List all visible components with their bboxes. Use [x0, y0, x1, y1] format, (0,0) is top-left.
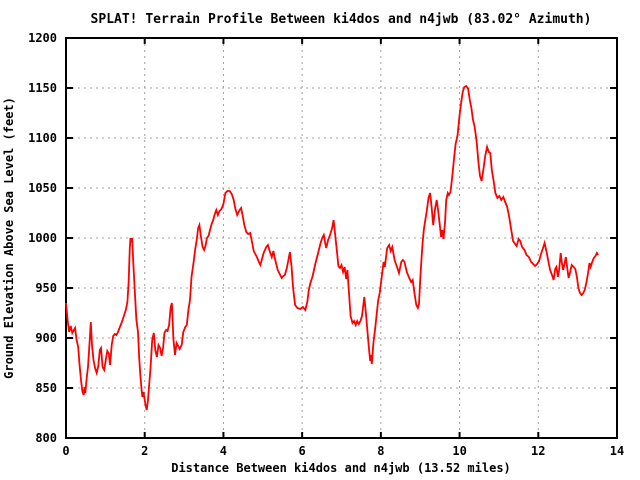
x-axis-label: Distance Between ki4dos and n4jwb (13.52… — [171, 461, 511, 475]
x-tick-label: 2 — [141, 444, 148, 458]
y-tick-label: 800 — [35, 431, 57, 445]
y-tick-label: 950 — [35, 281, 57, 295]
y-tick-label: 900 — [35, 331, 57, 345]
x-tick-label: 14 — [610, 444, 624, 458]
terrain-series — [65, 84, 599, 411]
chart-title: SPLAT! Terrain Profile Between ki4dos an… — [91, 12, 592, 27]
y-tick-label: 1150 — [28, 81, 57, 95]
axes: 0 2 4 6 8 10 12 14 800 850 900 950 1000 1050 1100 1150 1… — [28, 31, 624, 458]
grid-lines — [66, 38, 617, 438]
x-tick-label: 10 — [452, 444, 466, 458]
terrain-elevation-line — [65, 84, 599, 411]
y-tick-label: 850 — [35, 381, 57, 395]
y-tick-label: 1050 — [28, 181, 57, 195]
x-tick-label: 12 — [531, 444, 545, 458]
x-tick-label: 8 — [377, 444, 384, 458]
y-axis-label: Ground Elevation Above Sea Level (feet) — [2, 97, 16, 379]
y-tick-label: 1100 — [28, 131, 57, 145]
x-tick-label: 4 — [220, 444, 227, 458]
x-tick-label: 6 — [299, 444, 306, 458]
y-tick-label: 1200 — [28, 31, 57, 45]
y-tick-label: 1000 — [28, 231, 57, 245]
x-tick-label: 0 — [62, 444, 69, 458]
